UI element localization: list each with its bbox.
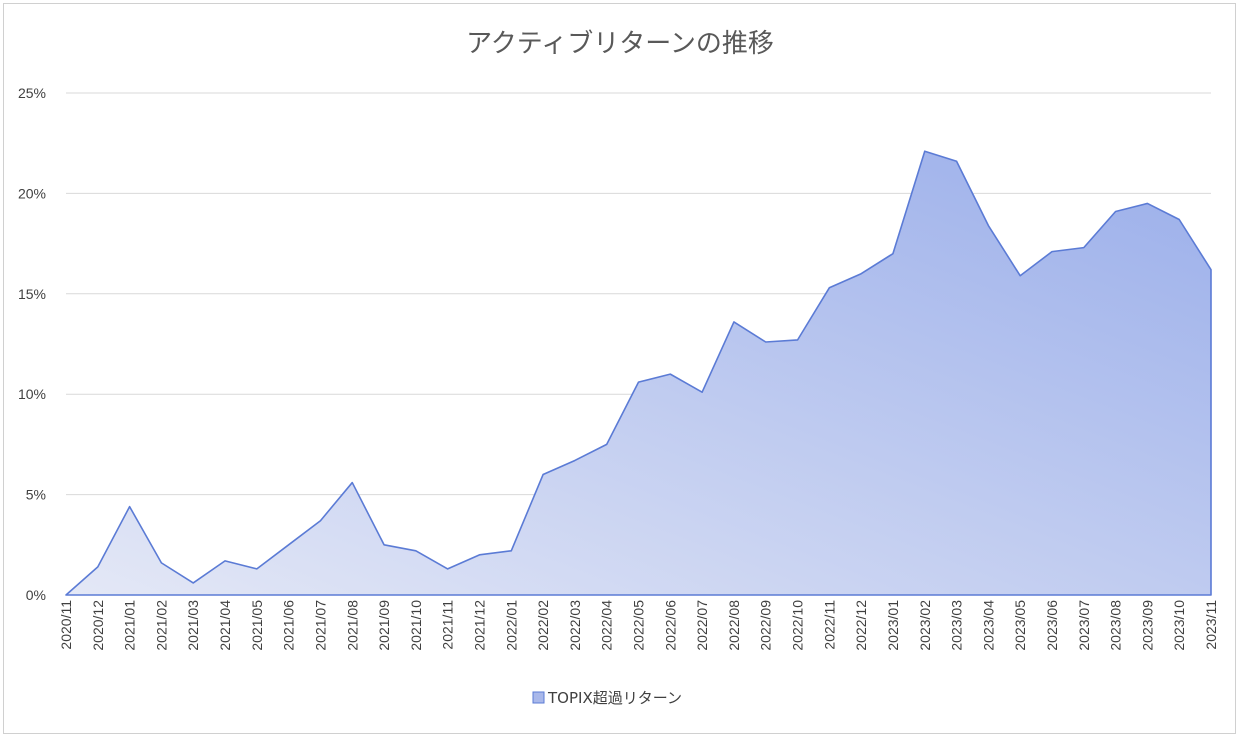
y-tick-label: 20% — [18, 185, 46, 201]
x-tick-label: 2023/09 — [1139, 600, 1155, 651]
y-tick-label: 5% — [26, 487, 46, 503]
x-tick-label: 2021/08 — [344, 600, 360, 651]
x-tick-label: 2023/04 — [980, 600, 996, 651]
x-tick-label: 2022/04 — [599, 600, 615, 651]
x-tick-label: 2022/10 — [790, 600, 806, 651]
chart-title: アクティブリターンの推移 — [466, 29, 774, 59]
x-tick-label: 2021/01 — [122, 600, 138, 651]
x-tick-label: 2023/02 — [917, 600, 933, 651]
y-tick-label: 0% — [26, 587, 46, 603]
x-axis-ticks: 2020/11 2020/12 2021/01 2021/02 2021/03 2021/… — [58, 600, 1219, 651]
x-tick-label: 2022/05 — [631, 600, 647, 651]
x-tick-label: 2023/08 — [1108, 600, 1124, 651]
x-tick-label: 2022/11 — [821, 600, 837, 650]
x-tick-label: 2021/12 — [471, 600, 487, 651]
x-tick-label: 2023/10 — [1171, 600, 1187, 651]
x-tick-label: 2021/04 — [217, 600, 233, 651]
series-area-topix-excess-return — [65, 150, 1212, 596]
plot-area — [65, 150, 1212, 596]
legend-swatch — [532, 691, 545, 704]
x-tick-label: 2020/12 — [90, 600, 106, 651]
x-tick-label: 2022/06 — [662, 600, 678, 651]
x-tick-label: 2022/08 — [726, 600, 742, 651]
x-tick-label: 2021/02 — [153, 600, 169, 651]
y-tick-label: 15% — [18, 286, 46, 302]
y-tick-label: 25% — [18, 85, 46, 101]
x-tick-label: 2023/06 — [1044, 600, 1060, 651]
legend: TOPIX超過リターン — [532, 689, 682, 707]
x-tick-label: 2021/11 — [440, 600, 456, 650]
x-tick-label: 2020/11 — [58, 600, 74, 650]
x-tick-label: 2023/01 — [885, 600, 901, 651]
x-tick-label: 2021/10 — [408, 600, 424, 651]
x-tick-label: 2022/09 — [758, 600, 774, 651]
y-tick-label: 10% — [18, 386, 46, 402]
x-tick-label: 2022/01 — [503, 600, 519, 651]
x-tick-label: 2022/03 — [567, 600, 583, 651]
x-tick-label: 2021/05 — [249, 600, 265, 651]
y-axis-ticks: 0% 5% 10% 15% 20% 25% — [18, 85, 46, 603]
x-tick-label: 2023/11 — [1203, 600, 1219, 650]
x-tick-label: 2022/02 — [535, 600, 551, 651]
x-tick-label: 2021/09 — [376, 600, 392, 651]
x-tick-label: 2023/07 — [1076, 600, 1092, 651]
x-tick-label: 2021/07 — [312, 600, 328, 651]
x-tick-label: 2021/03 — [185, 600, 201, 651]
x-tick-label: 2022/12 — [853, 600, 869, 651]
x-tick-label: 2021/06 — [281, 600, 297, 651]
x-tick-label: 2023/03 — [949, 600, 965, 651]
x-tick-label: 2023/05 — [1012, 600, 1028, 651]
legend-label: TOPIX超過リターン — [547, 689, 682, 707]
x-tick-label: 2022/07 — [694, 600, 710, 651]
